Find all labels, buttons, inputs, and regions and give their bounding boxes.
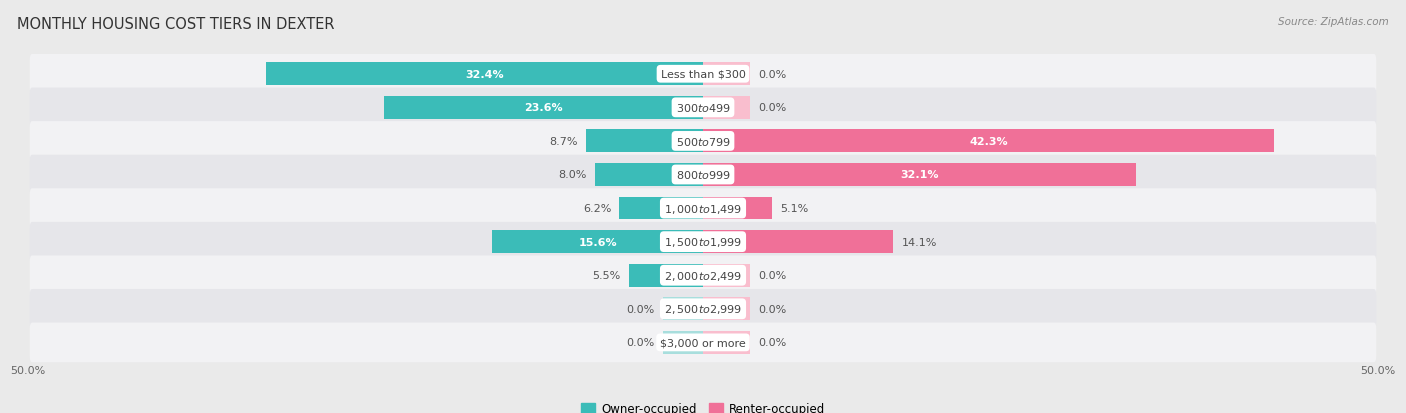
Text: 5.1%: 5.1%	[780, 204, 808, 214]
Bar	[266, 63, 703, 86]
Bar	[703, 97, 751, 119]
Bar	[628, 264, 703, 287]
Bar	[628, 264, 703, 287]
Text: 5.5%: 5.5%	[592, 271, 620, 280]
Text: 14.1%: 14.1%	[901, 237, 936, 247]
Bar	[492, 231, 703, 254]
Bar	[585, 130, 703, 153]
Bar	[703, 164, 1136, 186]
Bar	[703, 298, 751, 320]
Text: $1,500 to $1,999: $1,500 to $1,999	[664, 235, 742, 249]
FancyBboxPatch shape	[30, 256, 1376, 295]
Bar	[384, 97, 703, 119]
Bar	[595, 164, 703, 186]
Bar	[703, 231, 893, 254]
Bar	[619, 197, 703, 220]
Text: 0.0%: 0.0%	[626, 304, 654, 314]
Text: 0.0%: 0.0%	[758, 69, 786, 80]
FancyBboxPatch shape	[30, 323, 1376, 362]
FancyBboxPatch shape	[30, 122, 1376, 161]
Text: 15.6%: 15.6%	[578, 237, 617, 247]
Text: 0.0%: 0.0%	[626, 337, 654, 348]
Bar	[619, 197, 703, 220]
Text: $800 to $999: $800 to $999	[675, 169, 731, 181]
FancyBboxPatch shape	[30, 55, 1376, 94]
Bar	[703, 231, 893, 254]
Text: 32.4%: 32.4%	[465, 69, 503, 80]
Text: $300 to $499: $300 to $499	[675, 102, 731, 114]
Text: 8.7%: 8.7%	[548, 137, 578, 147]
Text: 42.3%: 42.3%	[969, 137, 1008, 147]
Text: 8.0%: 8.0%	[558, 170, 586, 180]
Bar	[703, 264, 751, 287]
Text: 0.0%: 0.0%	[758, 337, 786, 348]
Bar	[595, 164, 703, 186]
FancyBboxPatch shape	[30, 289, 1376, 329]
FancyBboxPatch shape	[30, 189, 1376, 228]
Text: 0.0%: 0.0%	[758, 271, 786, 280]
Text: 0.0%: 0.0%	[758, 304, 786, 314]
Text: $2,000 to $2,499: $2,000 to $2,499	[664, 269, 742, 282]
Text: 32.1%: 32.1%	[900, 170, 939, 180]
FancyBboxPatch shape	[30, 155, 1376, 195]
Bar	[266, 63, 703, 86]
Text: Source: ZipAtlas.com: Source: ZipAtlas.com	[1278, 17, 1389, 26]
FancyBboxPatch shape	[30, 222, 1376, 262]
Legend: Owner-occupied, Renter-occupied: Owner-occupied, Renter-occupied	[576, 397, 830, 413]
Bar	[703, 331, 751, 354]
Bar	[703, 197, 772, 220]
Text: Less than $300: Less than $300	[661, 69, 745, 80]
Bar	[384, 97, 703, 119]
Text: MONTHLY HOUSING COST TIERS IN DEXTER: MONTHLY HOUSING COST TIERS IN DEXTER	[17, 17, 335, 31]
Bar	[703, 164, 1136, 186]
Bar	[703, 130, 1274, 153]
Text: $2,500 to $2,999: $2,500 to $2,999	[664, 303, 742, 316]
Bar	[492, 231, 703, 254]
Text: 23.6%: 23.6%	[524, 103, 562, 113]
Text: 6.2%: 6.2%	[583, 204, 612, 214]
Bar	[703, 63, 751, 86]
Text: $1,000 to $1,499: $1,000 to $1,499	[664, 202, 742, 215]
Bar	[585, 130, 703, 153]
Text: $500 to $799: $500 to $799	[675, 135, 731, 147]
Text: 0.0%: 0.0%	[758, 103, 786, 113]
Bar	[662, 298, 703, 320]
Bar	[703, 130, 1274, 153]
Bar	[703, 197, 772, 220]
FancyBboxPatch shape	[30, 88, 1376, 128]
Text: $3,000 or more: $3,000 or more	[661, 337, 745, 348]
Bar	[662, 331, 703, 354]
